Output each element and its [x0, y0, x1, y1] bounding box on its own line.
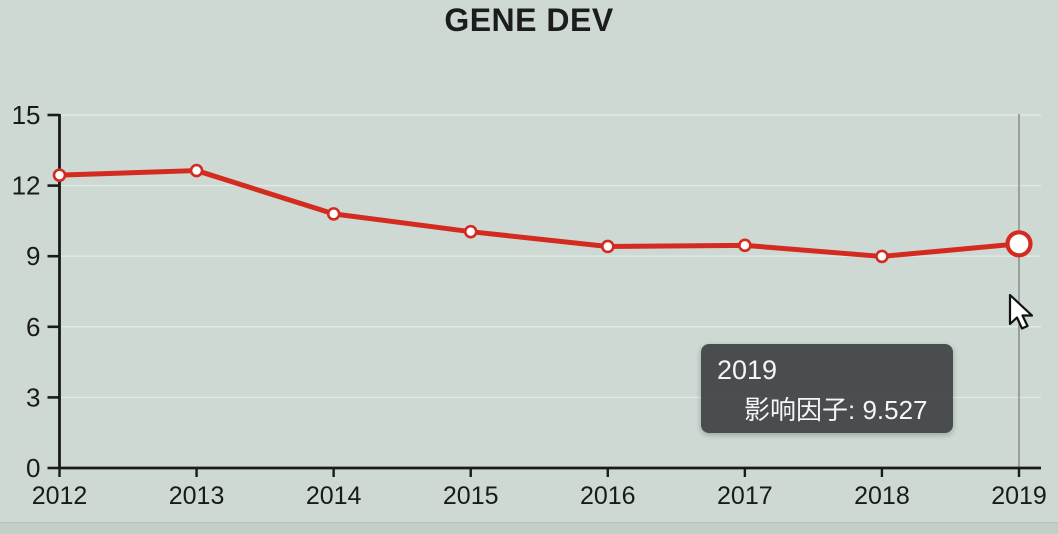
x-tick-label: 2016 [580, 482, 636, 510]
data-point[interactable] [52, 168, 67, 182]
y-tick-label: 9 [26, 241, 40, 271]
x-tick-label: 2015 [443, 482, 499, 510]
mouse-cursor-icon [1008, 293, 1034, 330]
tooltip-series-row: 影响因子: 9.527 [717, 390, 937, 427]
data-point[interactable] [875, 249, 889, 264]
data-point[interactable] [189, 163, 204, 178]
y-tick-label: 6 [26, 312, 40, 342]
series-line [57, 168, 1022, 259]
hover-tooltip: 2019 影响因子: 9.527 [701, 344, 953, 433]
series-dot-icon [717, 400, 734, 417]
x-tick-label: 2014 [306, 482, 362, 510]
x-tick-label: 2018 [854, 482, 910, 510]
data-point[interactable] [738, 238, 752, 253]
x-tick-label: 2019 [991, 482, 1047, 510]
chart-title: GENE DEV [444, 2, 614, 38]
bottom-edge-strip [0, 522, 1058, 534]
tooltip-value-text: 影响因子: 9.527 [744, 395, 928, 425]
x-tick-label: 2017 [717, 482, 773, 510]
x-tick-label: 2012 [32, 482, 88, 510]
data-point[interactable] [600, 239, 615, 254]
x-tick-label: 2013 [169, 482, 225, 510]
highlighted-data-point[interactable] [1005, 230, 1033, 258]
y-tick-label: 3 [26, 382, 40, 412]
data-point[interactable] [463, 224, 478, 239]
tooltip-year-label: 2019 [717, 355, 778, 385]
y-tick-label: 15 [12, 100, 41, 130]
data-point[interactable] [326, 207, 341, 221]
y-tick-label: 12 [12, 171, 41, 201]
y-tick-label: 0 [26, 453, 40, 483]
